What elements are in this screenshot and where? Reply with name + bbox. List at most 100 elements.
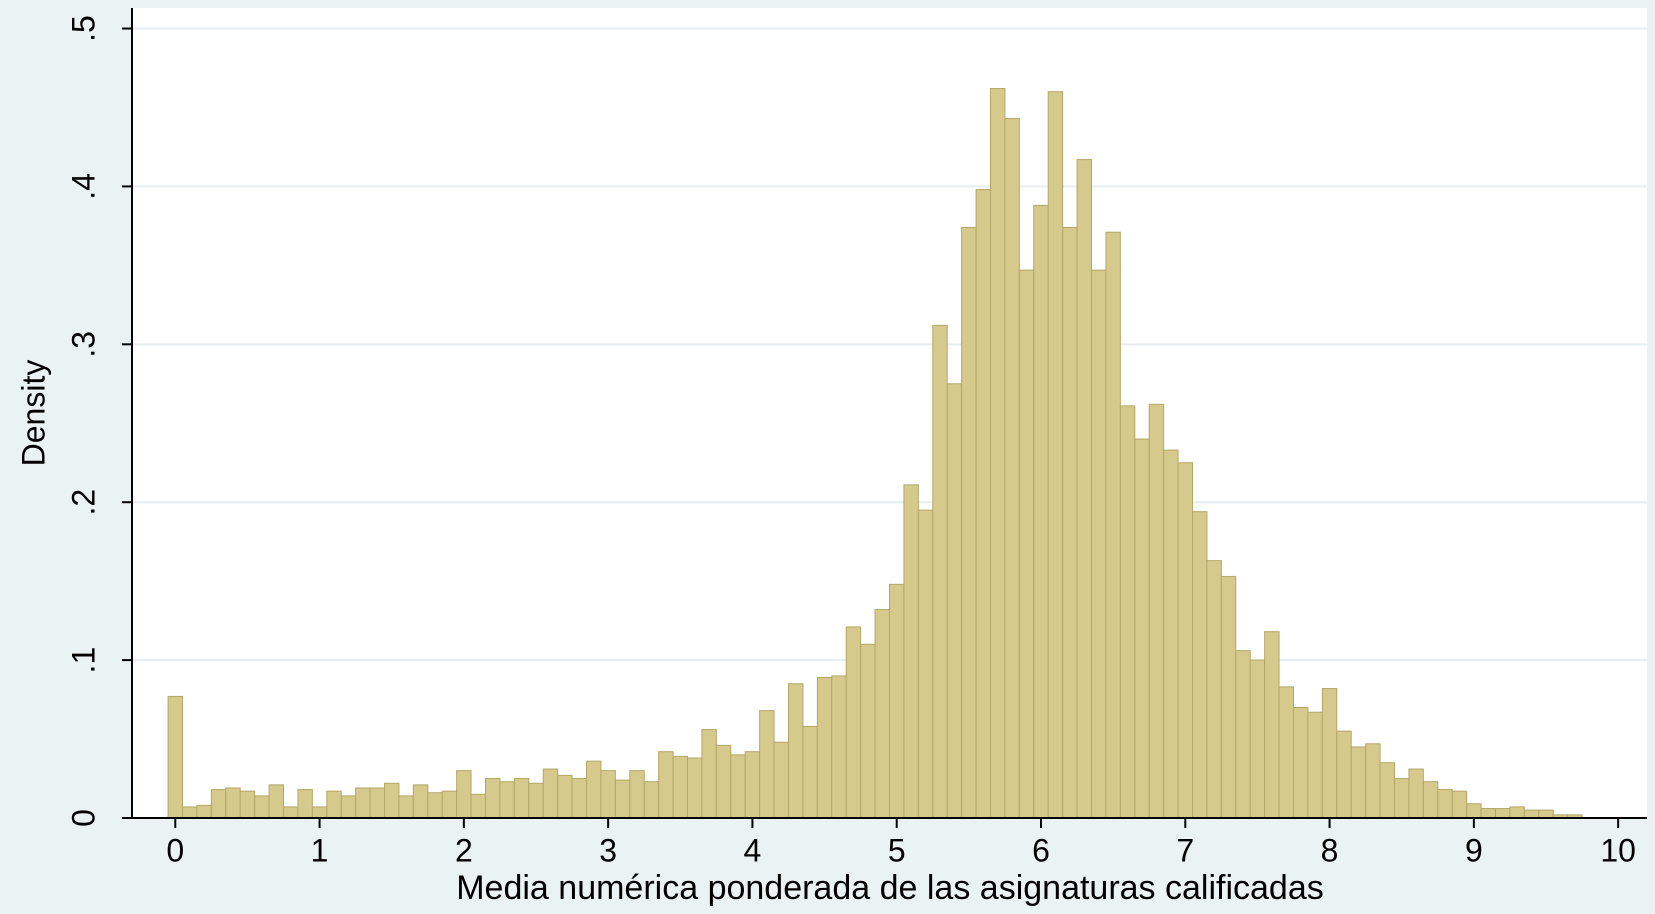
bar [1192,511,1208,819]
bar [1278,686,1294,819]
bar [730,754,746,819]
bar [1047,91,1064,819]
bar [802,725,818,819]
bar [816,676,833,819]
bar [961,226,977,819]
bar [715,744,732,819]
bar [1264,631,1280,819]
bar [1119,405,1136,819]
bar [1177,462,1193,819]
x-tick-label: 4 [744,832,762,868]
bar [1480,808,1496,819]
bar [614,779,631,819]
bar [1249,659,1266,819]
bar [1293,706,1309,819]
bar [672,755,688,819]
bar [456,770,472,819]
bar [874,609,890,819]
bar [326,790,342,819]
bar [340,795,357,819]
y-tick-label: .2 [65,489,101,516]
bar [470,793,487,819]
bar [744,751,761,819]
bar [701,729,717,819]
bar [1538,809,1554,819]
x-tick-label: 1 [311,832,329,868]
bar [903,484,919,819]
x-tick-label: 2 [455,832,473,868]
bar [196,804,212,819]
bar [1394,778,1410,819]
bar [586,760,602,819]
x-tick-label: 0 [166,832,184,868]
y-tick-label: .3 [65,331,101,358]
bar [1523,809,1540,819]
bar [1408,768,1424,819]
bar [268,784,285,819]
bar [860,643,876,819]
bar [297,789,313,819]
bar [1220,575,1237,819]
bar [571,778,587,819]
y-tick-label: .4 [65,173,101,200]
x-tick-label: 3 [599,832,617,868]
bar [1148,403,1165,819]
bar [831,675,847,819]
x-tick-label: 6 [1032,832,1050,868]
bar [1379,762,1395,819]
bar [658,751,674,819]
bar [629,770,645,819]
bar [557,774,573,819]
y-tick-label: 0 [65,809,101,827]
x-axis-title: Media numérica ponderada de las asignatu… [456,869,1324,907]
bar [398,795,414,819]
bar [1365,743,1381,819]
bar [946,383,963,819]
bar [788,683,804,819]
bar [1451,790,1468,819]
bar [1091,269,1107,819]
bar [1495,808,1511,819]
bar [239,790,256,819]
bar [1004,118,1020,819]
bar [528,782,544,819]
bar [283,806,299,819]
bar [600,770,616,819]
bar [412,784,429,819]
bar [167,695,183,819]
bar [1018,269,1035,819]
bar [1206,560,1222,819]
x-tick-label: 7 [1176,832,1194,868]
y-tick-label: .5 [65,15,101,42]
x-tick-label: 9 [1465,832,1483,868]
bar [1235,650,1251,819]
bar [643,781,660,819]
bar [441,790,458,819]
bar [975,189,991,819]
bar [1321,688,1338,819]
x-tick-label: 5 [888,832,906,868]
bar [889,583,905,819]
bar [773,741,789,819]
x-tick-label: 10 [1600,832,1636,868]
bar [1350,746,1367,819]
bar [990,88,1006,819]
bar [1422,781,1439,819]
bar [427,792,443,819]
y-axis-title: Density [15,360,51,467]
bar [485,778,501,819]
bar [759,710,775,819]
bar [1105,231,1121,819]
bar [225,787,241,819]
bar [1466,803,1482,819]
y-tick-label: .1 [65,647,101,674]
bar [369,787,386,819]
bar [1437,789,1453,819]
bar [311,806,328,819]
bar [845,626,862,819]
bar [384,782,400,819]
bar [1062,226,1078,819]
bar [182,806,198,819]
